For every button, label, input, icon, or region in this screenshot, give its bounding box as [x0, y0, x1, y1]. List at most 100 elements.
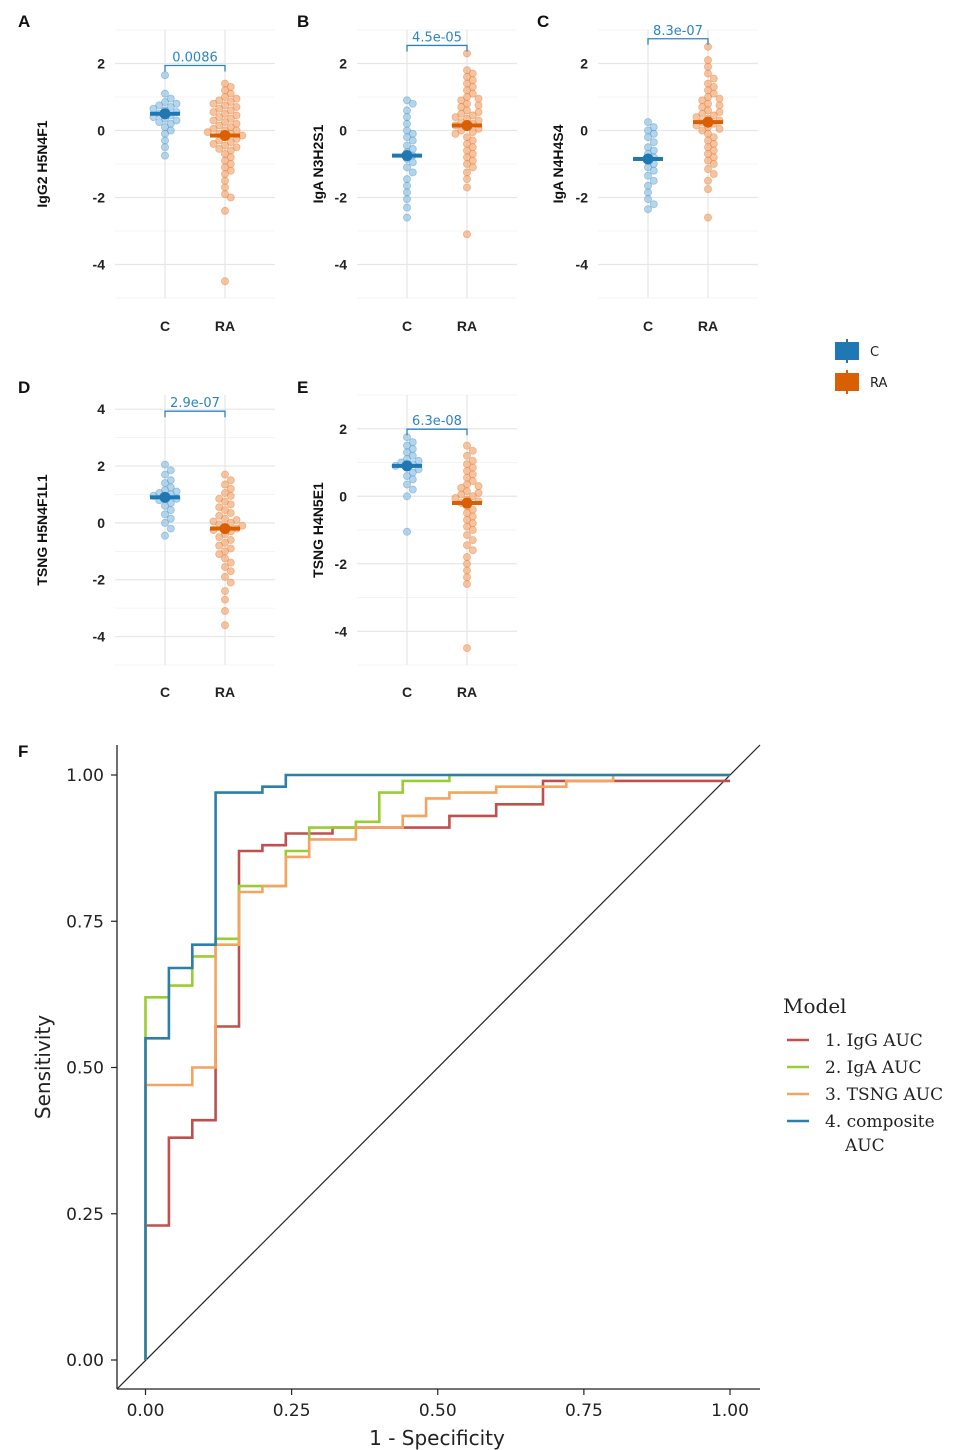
y-tick-label: -4: [93, 629, 106, 645]
x-tick-label: C: [643, 318, 653, 334]
point-ra: [704, 56, 713, 65]
y-tick-label: 0: [97, 123, 105, 139]
diagonal-reference-line: [116, 744, 761, 1390]
y-axis-label: Sensitivity: [31, 1015, 55, 1119]
significance-bracket: [164, 410, 226, 418]
significance-bracket: [406, 44, 468, 52]
point-c: [649, 200, 658, 209]
p-value-label: 4.5e-05: [412, 30, 462, 45]
point-ra: [715, 94, 724, 103]
point-ra: [462, 168, 471, 177]
point-ra: [232, 94, 241, 103]
y-tick-label: 0.75: [66, 912, 104, 932]
point-ra: [474, 108, 483, 117]
point-c: [166, 94, 175, 103]
point-ra: [468, 477, 477, 486]
point-c: [402, 163, 411, 172]
point-ra: [462, 230, 471, 239]
panel-c: 2 0 -2 -4 C RA C IgA N4H4S4 8.3e-07: [537, 12, 758, 334]
point-c: [402, 133, 411, 142]
point-ra: [462, 487, 471, 496]
point-c: [408, 451, 417, 460]
point-ra: [220, 183, 229, 192]
point-ra: [209, 99, 218, 108]
point-c: [166, 103, 175, 112]
point-ra: [692, 113, 701, 122]
point-ra: [468, 128, 477, 137]
y-axis-label: IgA N4H4S4: [550, 124, 566, 203]
point-ra: [215, 113, 224, 122]
point-ra: [468, 446, 477, 455]
p-value-label: 8.3e-07: [653, 24, 703, 39]
point-ra: [220, 595, 229, 604]
point-ra: [709, 74, 718, 83]
panel-letter: C: [537, 12, 549, 31]
point-ra: [709, 111, 718, 120]
y-tick-label: -4: [93, 257, 106, 273]
point-c: [402, 113, 411, 122]
point-ra: [215, 104, 224, 113]
point-c: [172, 116, 181, 125]
y-tick-label: 4: [97, 401, 105, 417]
point-c: [172, 99, 181, 108]
point-ra: [220, 277, 229, 286]
legend-label: AUC: [844, 1136, 885, 1156]
point-ra: [220, 587, 229, 596]
y-tick-label: 0.25: [66, 1205, 104, 1225]
p-value-label: 6.3e-08: [412, 414, 462, 429]
point-ra: [462, 175, 471, 184]
point-c: [644, 195, 653, 204]
point-ra: [232, 111, 241, 120]
y-tick-label: 0: [97, 515, 105, 531]
x-tick-label: C: [402, 684, 412, 700]
x-tick-label: RA: [215, 684, 235, 700]
x-tick-label: RA: [457, 318, 477, 334]
point-c: [644, 181, 653, 190]
y-axis-label: IgA N3H2S1: [310, 124, 326, 203]
point-ra: [462, 106, 471, 115]
y-tick-label: 0: [339, 488, 347, 504]
point-c: [166, 524, 175, 533]
p-value-label: 0.0086: [172, 51, 218, 66]
point-ra: [220, 562, 229, 571]
point-ra: [474, 488, 483, 497]
point-ra: [209, 124, 218, 133]
point-ra: [220, 170, 229, 179]
point-c: [408, 158, 417, 167]
point-c: [155, 118, 164, 127]
point-ra: [203, 128, 212, 137]
roc-panel: F 0.00 0.25 0.50 0.75 1.00 0.00 0.25 0.50 0.75 1.0…: [18, 742, 943, 1450]
point-ra: [462, 553, 471, 562]
point-ra: [457, 109, 466, 118]
panel-letter: F: [18, 742, 28, 761]
point-ra: [215, 541, 224, 550]
mean-point-ra: [702, 116, 714, 128]
significance-bracket: [164, 64, 226, 72]
point-ra: [226, 567, 235, 576]
point-c: [160, 98, 169, 107]
point-c: [402, 492, 411, 501]
y-tick-label: 2: [339, 56, 347, 72]
point-ra: [220, 176, 229, 185]
point-ra: [220, 118, 229, 127]
mean-point-c: [159, 108, 171, 120]
point-c: [166, 506, 175, 515]
mean-point-c: [159, 491, 171, 503]
y-axis-label: TSNG H4N5E1: [310, 482, 326, 578]
point-ra: [462, 566, 471, 575]
point-c: [160, 143, 169, 152]
point-ra: [220, 470, 229, 479]
point-c: [402, 119, 411, 128]
point-c: [160, 518, 169, 527]
point-ra: [215, 121, 224, 130]
beeswarm-panels: 2 0 -2 -4 C RA A IgG2 H5N4F1 0.0086 2 0 -2 -4 C RA B IgA…: [18, 12, 758, 700]
point-ra: [704, 213, 713, 222]
point-c: [649, 166, 658, 175]
point-ra: [468, 89, 477, 98]
roc-series-3: [144, 773, 730, 1360]
point-ra: [215, 96, 224, 105]
point-c: [402, 480, 411, 489]
point-c: [644, 188, 653, 197]
mean-point-c: [401, 150, 413, 162]
